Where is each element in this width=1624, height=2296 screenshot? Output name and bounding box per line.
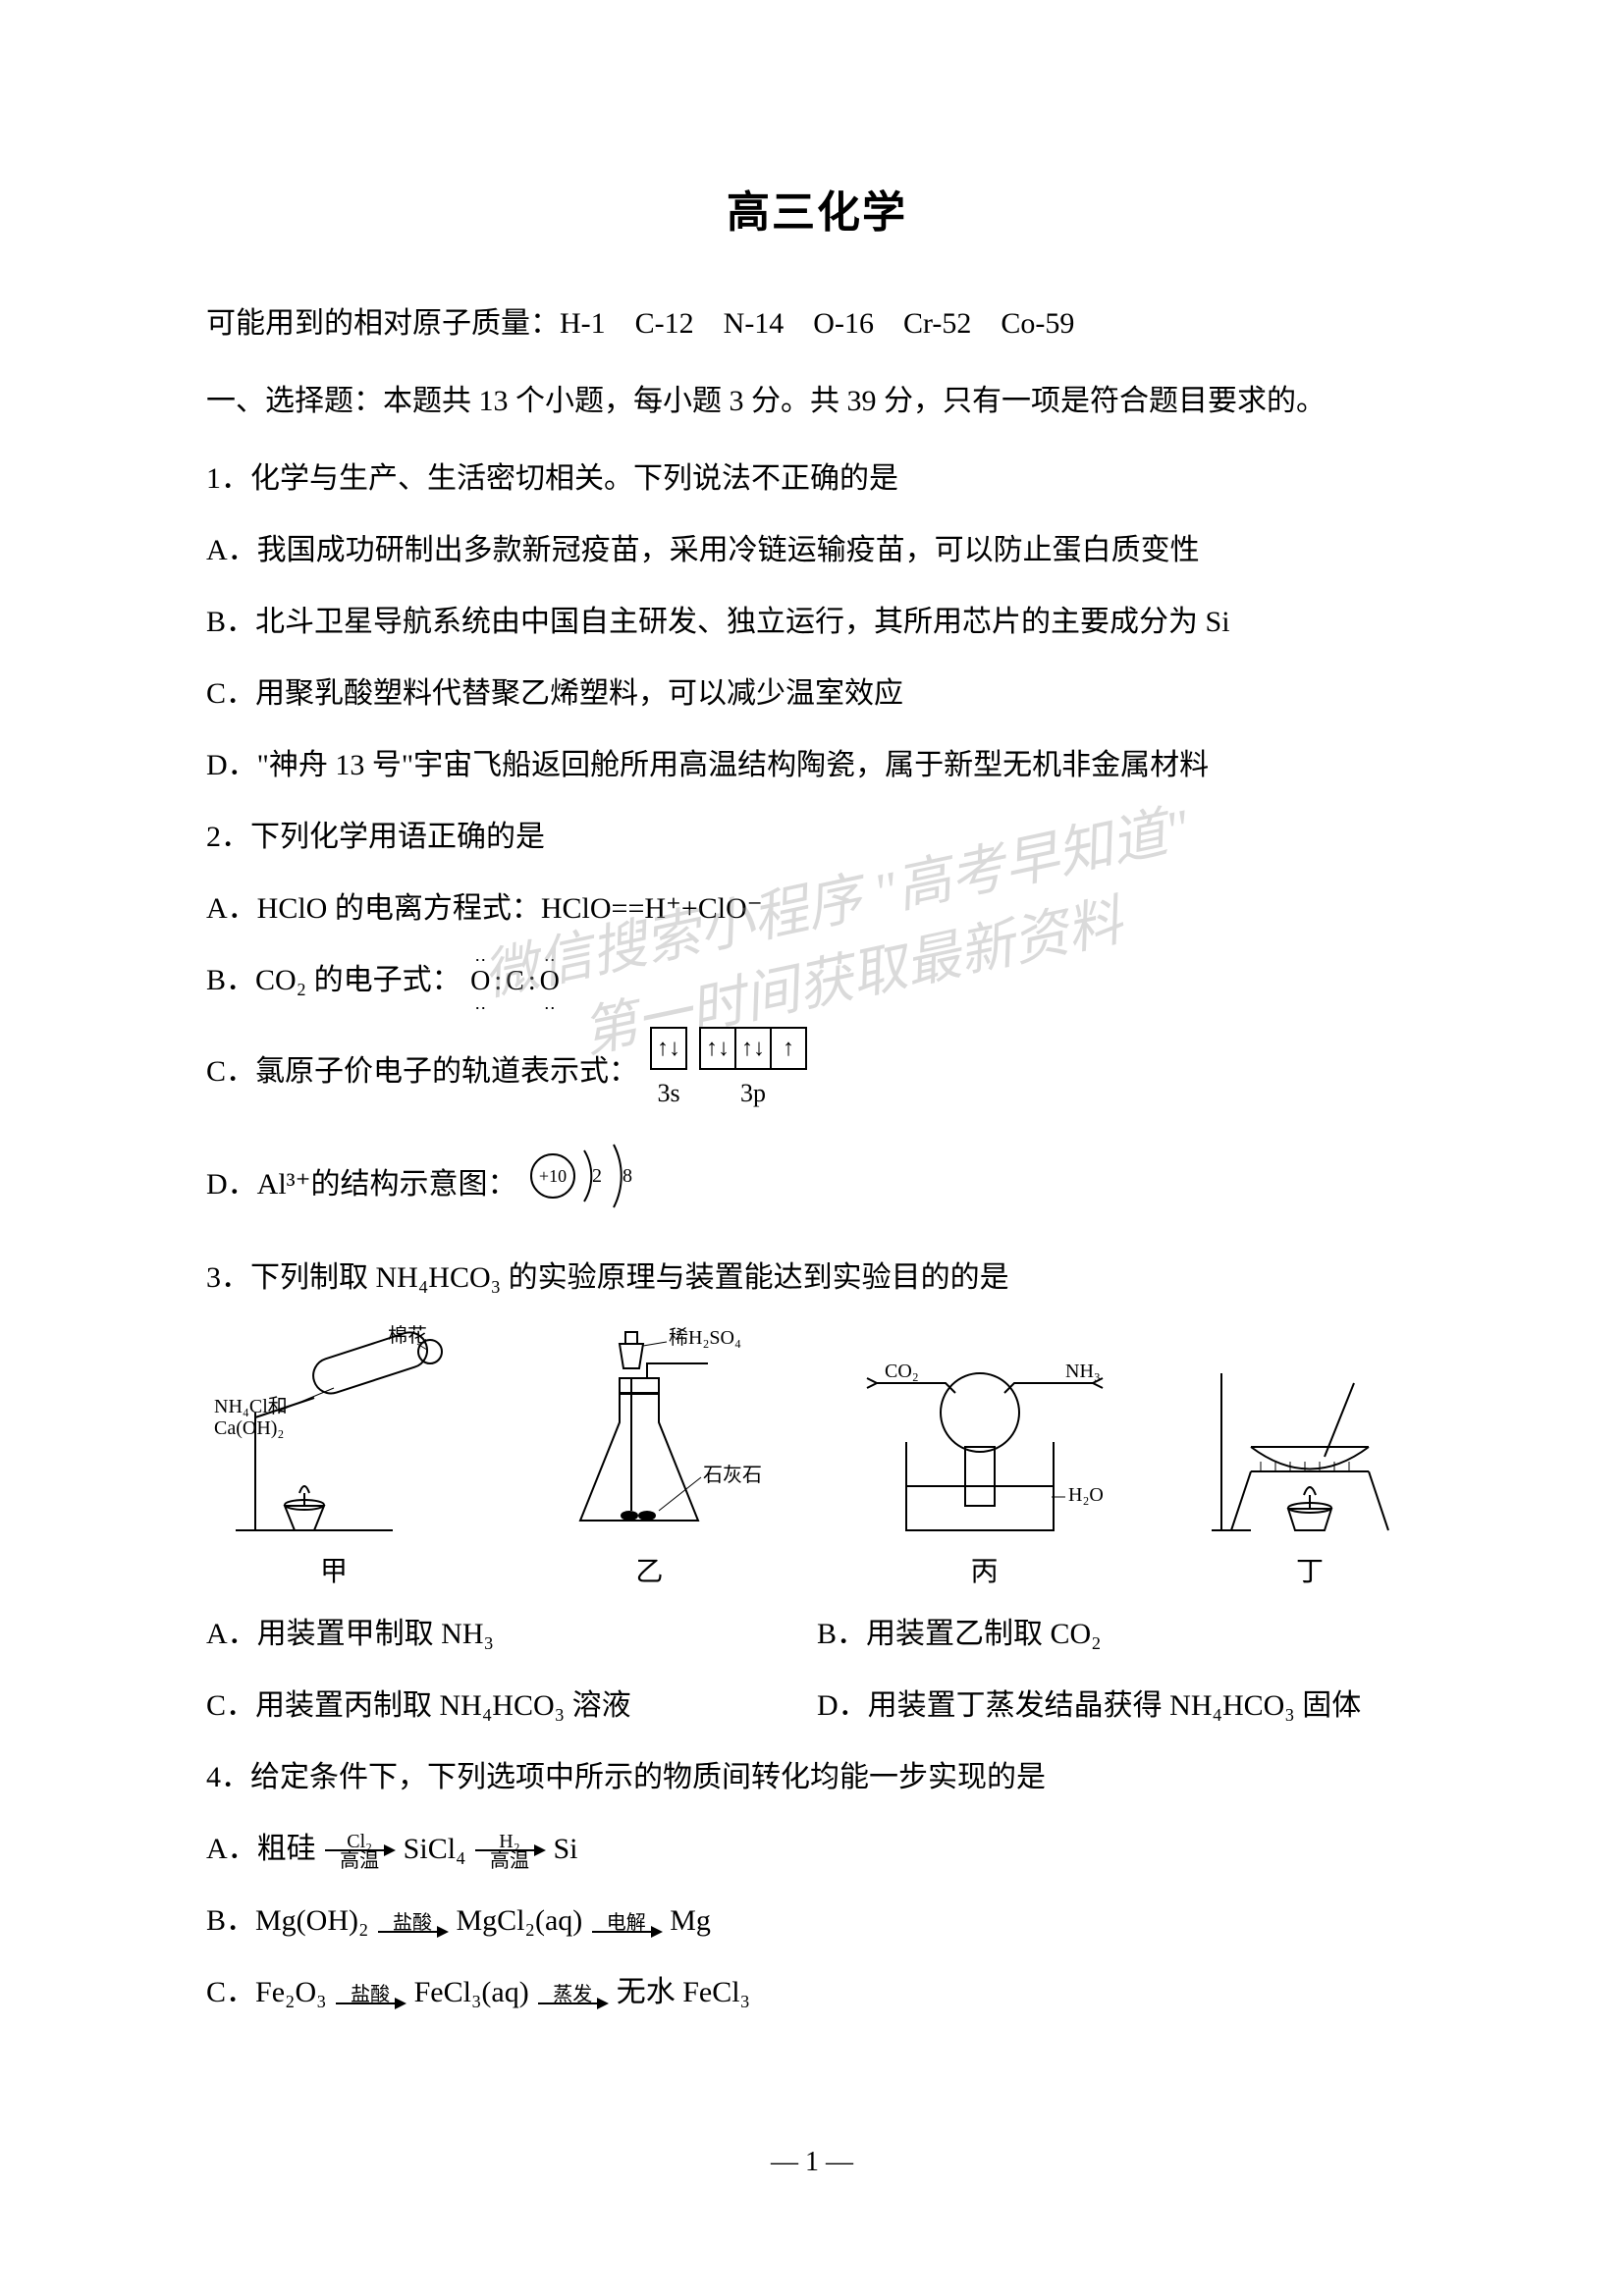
q3-figures-row: NH₄Cl和 Ca(OH)₂ 棉花 — [206, 1324, 1428, 1540]
q4-a-mid1: SiCl₄ — [404, 1833, 466, 1865]
fig-yi-top-label: 稀H₂SO₄ — [669, 1326, 741, 1349]
q3-fig-jia: NH₄Cl和 Ca(OH)₂ 棉花 — [206, 1324, 461, 1540]
page-title: 高三化学 — [206, 177, 1428, 240]
atomic-mass-values: H-1 C-12 N-14 O-16 Cr-52 Co-59 — [560, 307, 1074, 340]
arrow-icon: 盐酸 — [336, 1985, 405, 2004]
atomic-mass-line: 可能用到的相对原子质量：H-1 C-12 N-14 O-16 Cr-52 Co-… — [206, 298, 1428, 348]
bohr-shell1-text: 2 — [592, 1165, 602, 1187]
orbital-group-3s: ↑↓ 3s — [650, 1027, 687, 1115]
arrow-top: 盐酸 — [393, 1913, 432, 1933]
q2-d-prefix: D．Al³⁺的结构示意图： — [206, 1159, 517, 1209]
q2-opt-a: A．HClO 的电离方程式：HClO==H⁺+ClO⁻ — [206, 883, 1428, 934]
q2-opt-d: D．Al³⁺的结构示意图： +10 2 8 — [206, 1137, 1428, 1231]
fig-bing-co2-label: CO₂ — [885, 1361, 919, 1382]
q2-b-prefix: B．CO₂ 的电子式： — [206, 964, 461, 996]
arrow-top: 电解 — [607, 1913, 646, 1933]
q3-opt-c: C．用装置丙制取 NH₄HCO₃ 溶液 — [206, 1681, 817, 1731]
q2-opt-c: C．氯原子价电子的轨道表示式： ↑↓ 3s ↑↓ ↑↓ ↑ 3p — [206, 1027, 1428, 1115]
arrow-top: 蒸发 — [553, 1985, 592, 2004]
q1-opt-c: C．用聚乳酸塑料代替聚乙烯塑料，可以减少温室效应 — [206, 668, 1428, 719]
section-1-heading: 一、选择题：本题共 13 个小题，每小题 3 分。共 39 分，只有一项是符合题… — [206, 376, 1428, 426]
q3-fig-yi: 稀H₂SO₄ 石灰石 — [521, 1324, 777, 1540]
q4-c-prefix: C．Fe₂O₃ — [206, 1976, 327, 2008]
q4-c-end: 无水 FeCl₃ — [617, 1976, 750, 2008]
q4-opt-a: A．粗硅 Cl₂ 高温 SiCl₄ H₂ 高温 Si — [206, 1824, 1428, 1874]
q4-b-mid1: MgCl₂(aq) — [456, 1904, 582, 1937]
q1-opt-b: B．北斗卫星导航系统由中国自主研发、独立运行，其所用芯片的主要成分为 Si — [206, 597, 1428, 647]
q1-opt-a: A．我国成功研制出多款新冠疫苗，采用冷链运输疫苗，可以防止蛋白质变性 — [206, 525, 1428, 575]
fig-label-yi: 乙 — [521, 1550, 777, 1589]
arrow-icon: H₂ 高温 — [475, 1832, 544, 1871]
arrow-icon: 蒸发 — [538, 1985, 607, 2004]
q3-fig-labels: 甲 乙 丙 丁 — [206, 1550, 1428, 1589]
orbital-box: ↑↓ — [734, 1027, 772, 1070]
q4-a-prefix: A．粗硅 — [206, 1833, 316, 1865]
q3-opt-a: A．用装置甲制取 NH₃ — [206, 1609, 817, 1659]
orbital-label-3s: 3s — [657, 1072, 679, 1115]
lewis-atom-c: C — [504, 958, 528, 1005]
lewis-atom-o1: O — [468, 958, 494, 1005]
fig-label-ding: 丁 — [1192, 1550, 1428, 1589]
q4-opt-c: C．Fe₂O₃ 盐酸 FeCl₃(aq) 蒸发 无水 FeCl₃ — [206, 1967, 1428, 2017]
arrow-bot: 高温 — [340, 1851, 379, 1871]
q3-stem: 3．下列制取 NH₄HCO₃ 的实验原理与装置能达到实验目的的是 — [206, 1253, 1428, 1303]
q1-opt-d: D．"神舟 13 号"宇宙飞船返回舱所用高温结构陶瓷，属于新型无机非金属材料 — [206, 740, 1428, 790]
q2-stem: 2．下列化学用语正确的是 — [206, 812, 1428, 862]
exam-page: 高三化学 可能用到的相对原子质量：H-1 C-12 N-14 O-16 Cr-5… — [0, 0, 1624, 2296]
fig-bing-nh3-label: NH₃ — [1065, 1361, 1101, 1382]
fig-bing-h2o-label: H₂O — [1068, 1484, 1104, 1506]
q2-c-prefix: C．氯原子价电子的轨道表示式： — [206, 1046, 638, 1096]
q2-a-prefix: A．HClO 的电离方程式： — [206, 892, 541, 925]
orbital-box: ↑↓ — [699, 1027, 736, 1070]
arrow-bot: 高温 — [490, 1851, 529, 1871]
q1-stem: 1．化学与生产、生活密切相关。下列说法不正确的是 — [206, 454, 1428, 504]
page-number: — 1 — — [771, 2147, 853, 2178]
q4-stem: 4．给定条件下，下列选项中所示的物质间转化均能一步实现的是 — [206, 1752, 1428, 1802]
fig-label-jia: 甲 — [206, 1550, 461, 1589]
fig-label-bing: 丙 — [838, 1550, 1132, 1589]
fig-yi-bottom-label: 石灰石 — [703, 1464, 762, 1486]
arrow-icon: Cl₂ 高温 — [325, 1832, 394, 1871]
arrow-icon: 电解 — [592, 1913, 661, 1933]
orbital-boxes-3p: ↑↓ ↑↓ ↑ — [699, 1027, 807, 1070]
fig-jia-left-label-1: NH₄Cl和 — [214, 1395, 288, 1417]
q4-a-end: Si — [554, 1833, 578, 1865]
q3-opt-b: B．用装置乙制取 CO₂ — [817, 1609, 1428, 1659]
q2-opt-b: B．CO₂ 的电子式： O:C:O — [206, 955, 1428, 1005]
atomic-mass-prefix: 可能用到的相对原子质量： — [206, 307, 560, 340]
q2-a-formula: HClO==H⁺+ClO⁻ — [541, 892, 763, 925]
q4-c-mid1: FeCl₃(aq) — [414, 1976, 529, 2008]
orbital-group-3p: ↑↓ ↑↓ ↑ 3p — [699, 1027, 807, 1115]
orbital-label-3p: 3p — [740, 1072, 766, 1115]
q4-opt-b: B．Mg(OH)₂ 盐酸 MgCl₂(aq) 电解 Mg — [206, 1896, 1428, 1946]
arrow-top: Cl₂ — [347, 1832, 372, 1851]
fig-jia-left-label-2: Ca(OH)₂ — [214, 1417, 284, 1439]
q2-c-orbital-diagram: ↑↓ 3s ↑↓ ↑↓ ↑ 3p — [644, 1027, 813, 1115]
q3-opt-d: D．用装置丁蒸发结晶获得 NH₄HCO₃ 固体 — [817, 1681, 1428, 1731]
orbital-box: ↑ — [770, 1027, 807, 1070]
orbital-boxes-3s: ↑↓ — [650, 1027, 687, 1070]
q3-fig-bing: CO₂ NH₃ H₂O — [838, 1324, 1132, 1540]
arrow-top: H₂ — [499, 1832, 519, 1851]
bohr-shell2-text: 8 — [623, 1165, 632, 1187]
q2-d-bohr-diagram: +10 2 8 — [523, 1137, 680, 1231]
arrow-top: 盐酸 — [351, 1985, 390, 2004]
lewis-atom-o2: O — [538, 958, 564, 1005]
q2-b-lewis-structure: O:C:O — [468, 958, 564, 1005]
q3-opts-row1: A．用装置甲制取 NH₃ B．用装置乙制取 CO₂ — [206, 1609, 1428, 1681]
orbital-box: ↑↓ — [650, 1027, 687, 1070]
bohr-nucleus-text: +10 — [538, 1166, 566, 1186]
q4-b-prefix: B．Mg(OH)₂ — [206, 1904, 368, 1937]
q4-b-end: Mg — [670, 1904, 711, 1937]
q3-opts-row2: C．用装置丙制取 NH₄HCO₃ 溶液 D．用装置丁蒸发结晶获得 NH₄HCO₃… — [206, 1681, 1428, 1752]
fig-jia-right-label: 棉花 — [388, 1324, 427, 1347]
q3-fig-ding — [1192, 1324, 1428, 1540]
arrow-icon: 盐酸 — [378, 1913, 447, 1933]
